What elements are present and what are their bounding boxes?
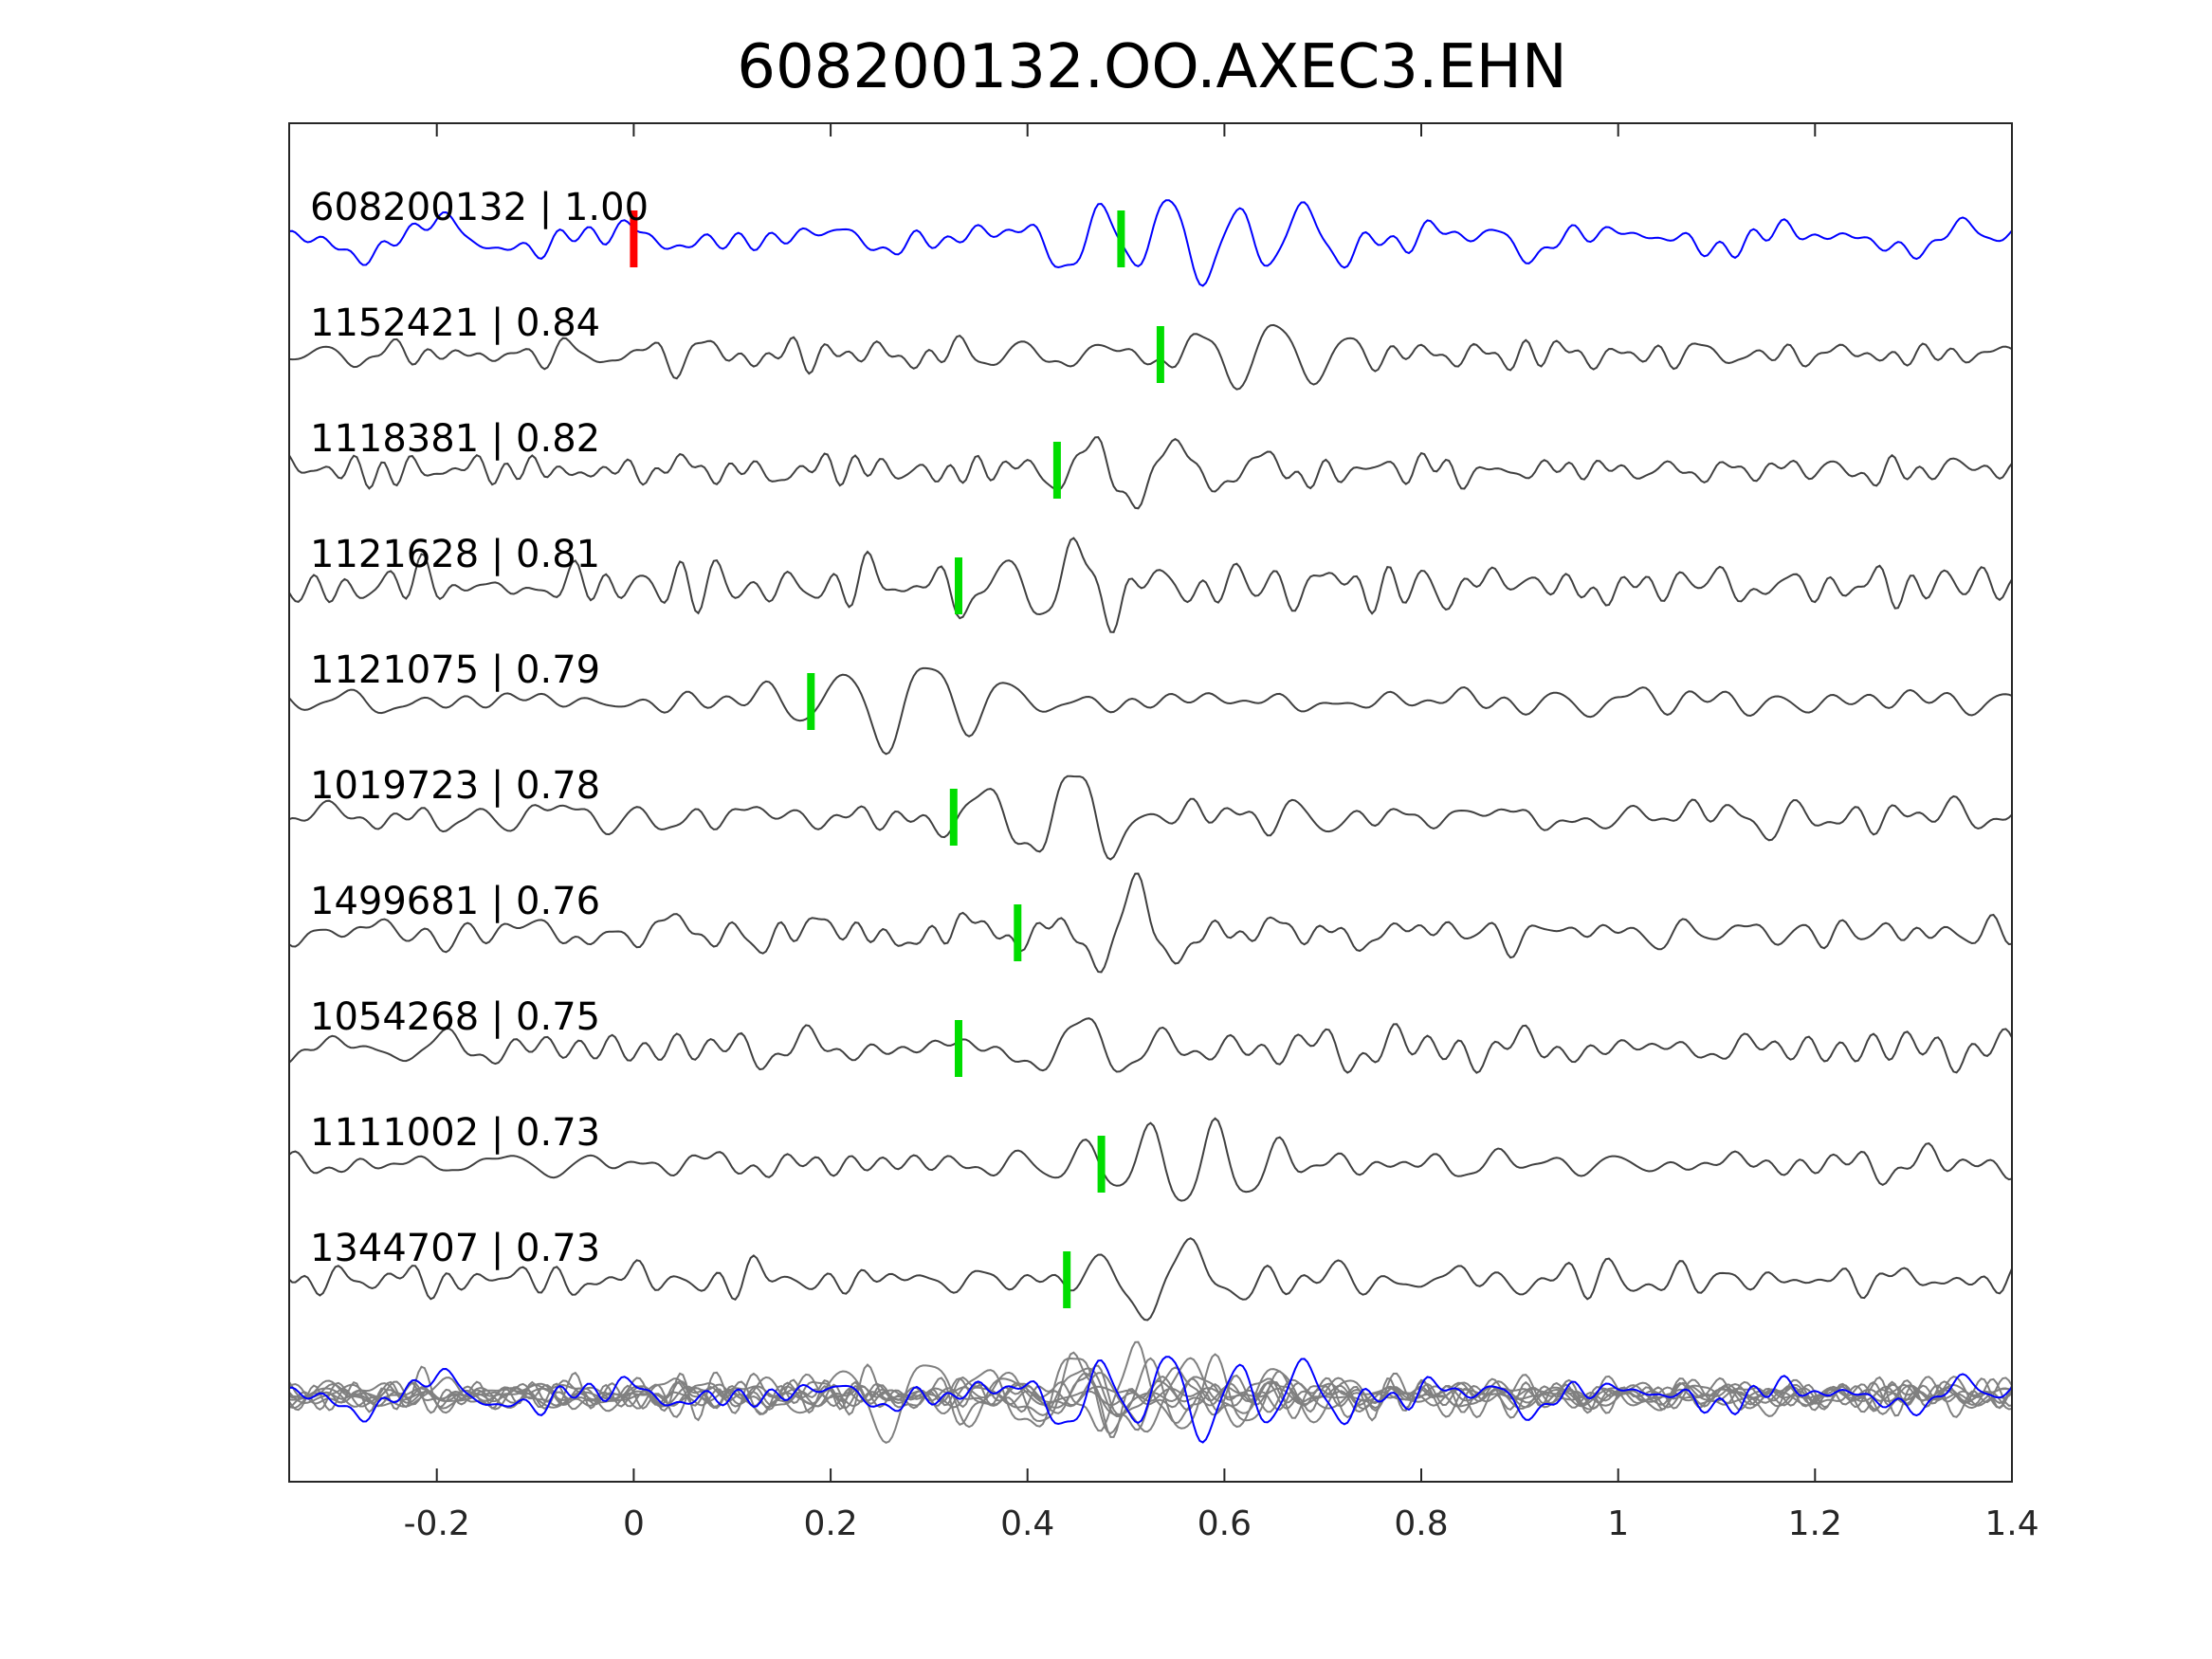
trace-line [288,775,2013,861]
x-tick-label: -0.2 [404,1504,470,1543]
trace-line [288,1017,2013,1074]
stack-trace [288,1340,2013,1432]
trace-line [288,1237,2013,1322]
stack-trace [288,1364,2013,1445]
trace-label: 1499681 | 0.76 [310,880,600,923]
trace-label: 1121628 | 0.81 [310,533,600,576]
stack-layer [288,1340,2013,1445]
x-tick-label: 0.2 [803,1504,857,1543]
trace-label: 1118381 | 0.82 [310,417,600,461]
traces-layer [288,199,2013,1322]
chart-title: 608200132.OO.AXEC3.EHN [737,32,1567,102]
stack-trace [288,1353,2013,1430]
trace-label: 1111002 | 0.73 [310,1111,600,1155]
trace-line [288,323,2013,391]
stack-trace [288,1357,2013,1433]
x-tick-label: 1.2 [1788,1504,1842,1543]
trace-label: 1344707 | 0.73 [310,1227,600,1270]
trace-labels-layer: 608200132 | 1.00 1152421 | 0.84 1118381 | … [310,186,649,1270]
x-tick-label: 1 [1607,1504,1629,1543]
template-trace [288,199,2013,287]
x-tick-label: 0.4 [1000,1504,1054,1543]
plot-frame [288,122,2013,1483]
x-tick-label: 0.8 [1394,1504,1448,1543]
x-tick-label: 1.4 [1984,1504,2038,1543]
trace-line [288,537,2013,633]
trace-label: 1054268 | 0.75 [310,995,600,1039]
trace-line [288,666,2013,756]
stack-template-trace [288,1356,2013,1444]
x-tick-label: 0 [623,1504,645,1543]
trace-label: 1121075 | 0.79 [310,648,600,692]
trace-label: 1019723 | 0.78 [310,764,600,808]
x-tick-label: 0.6 [1197,1504,1252,1543]
trace-line [288,436,2013,510]
trace-label: 1152421 | 0.84 [310,301,600,345]
x-axis: -0.2 0 0.2 0.4 0.6 0.8 1 1.2 1.4 [404,123,2039,1543]
trace-line [288,872,2013,974]
trace-label: 608200132 | 1.00 [310,186,649,229]
trace-line [288,1117,2013,1202]
picks-layer [630,210,1164,1308]
